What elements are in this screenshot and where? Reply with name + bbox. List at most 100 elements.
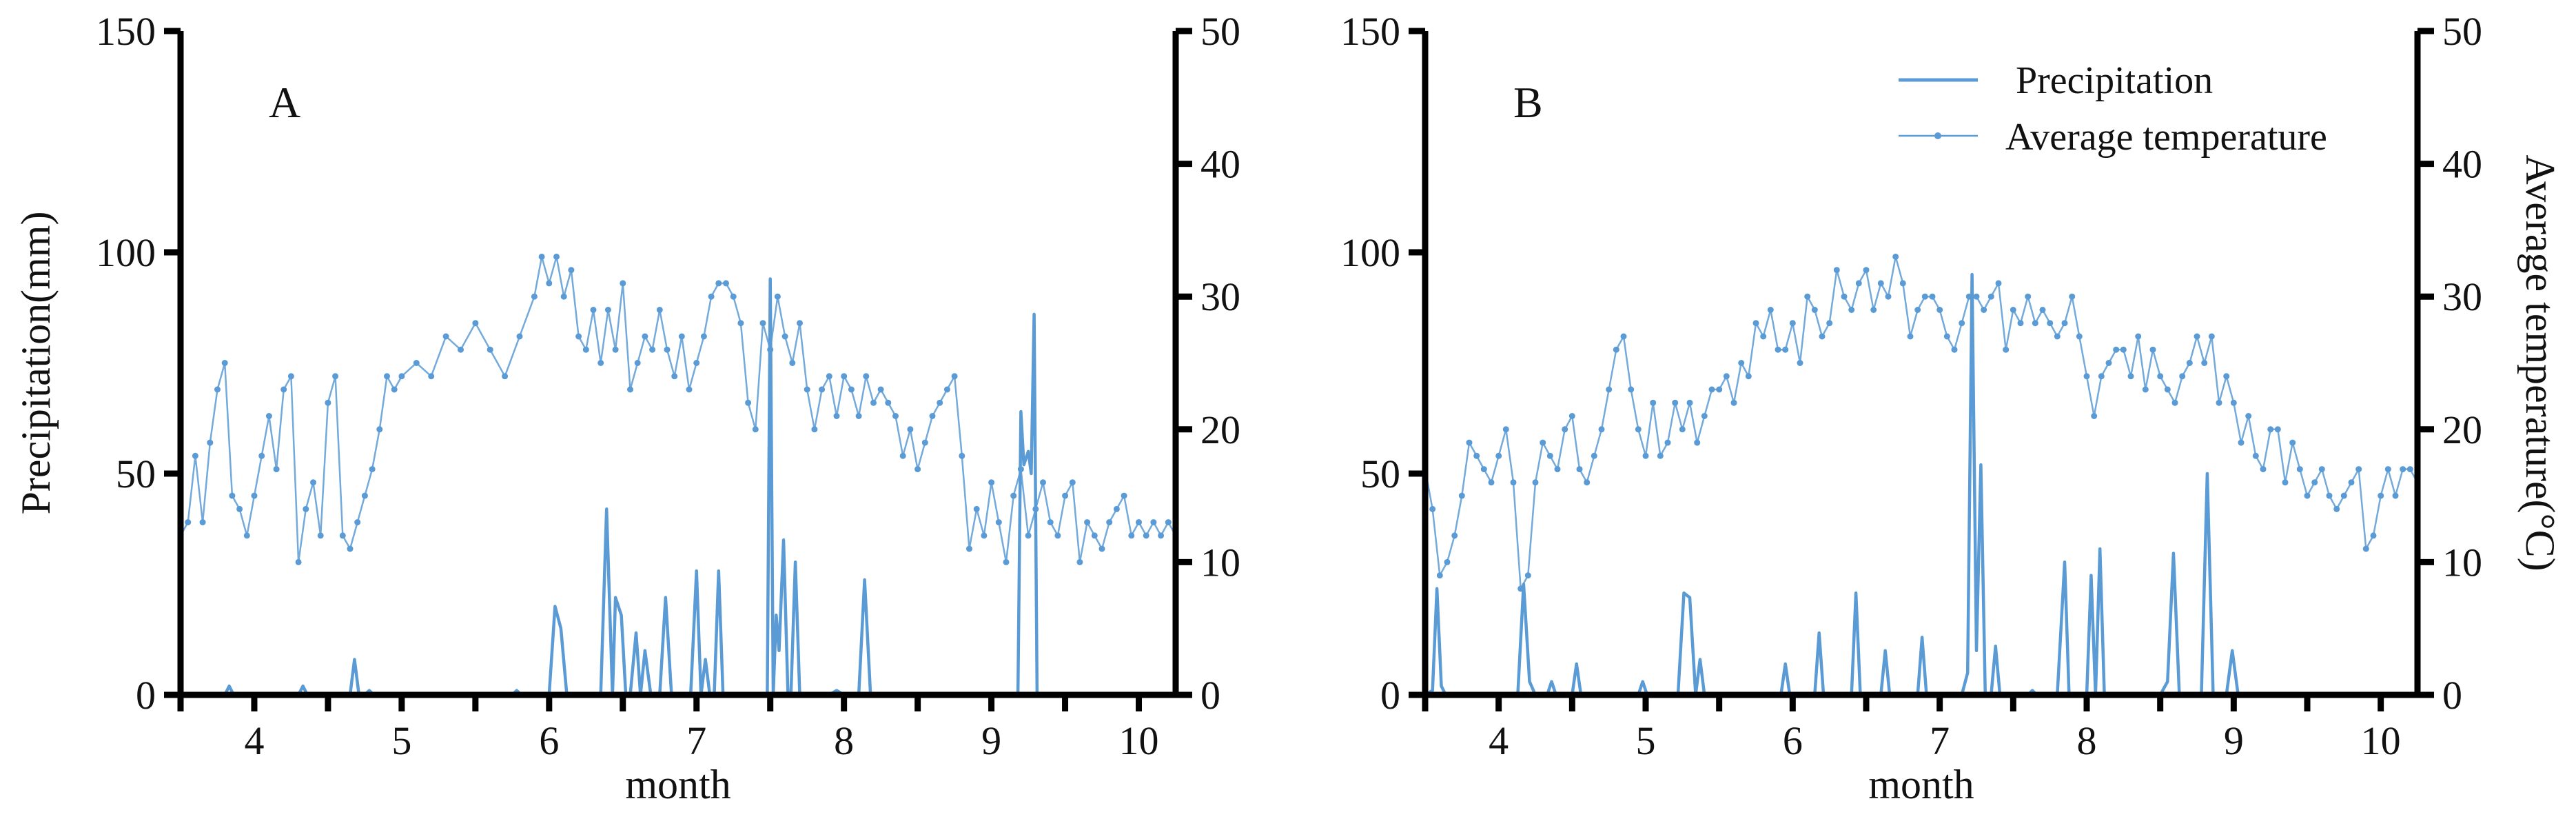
chart-0.temperature-point-113 <box>1076 558 1083 565</box>
chart-0.temperature-point-42 <box>553 253 560 260</box>
chart-0.temperature-point-22 <box>339 532 346 539</box>
chart-1.x-tick-label-4: 4 <box>1489 718 1509 763</box>
chart-1.temperature-point-72 <box>1951 346 1958 353</box>
chart-1.temperature-point-92 <box>2098 373 2105 380</box>
chart-1.temperature-point-26 <box>1613 346 1619 353</box>
chart-0.y-right-tick-label-40: 40 <box>1200 142 1240 187</box>
chart-1.temperature-point-32 <box>1657 452 1664 459</box>
chart-1.temperature-point-6 <box>1466 439 1473 446</box>
chart-0.temperature-point-51 <box>620 280 626 287</box>
chart-1.temperature-point-68 <box>1921 293 1928 300</box>
chart-0.temperature-point-96 <box>951 373 958 380</box>
chart-1.temperature-point-86 <box>2054 333 2061 340</box>
chart-1.temperature-point-34 <box>1672 399 1679 406</box>
chart-0.temperature-point-10 <box>251 492 258 499</box>
chart-0.temperature-point-63 <box>708 293 715 300</box>
chart-1.temperature-point-52 <box>1804 293 1811 300</box>
chart-0.temperature-point-76 <box>804 386 810 393</box>
chart-0.x-tick-label-6: 6 <box>539 718 559 763</box>
chart-0.temperature-point-121 <box>1136 519 1142 526</box>
chart-0.y-left-tick-label-150: 150 <box>96 9 156 54</box>
chart-1.temperature-point-56 <box>1833 267 1840 274</box>
chart-0.temperature-point-30 <box>398 373 405 380</box>
chart-1.temperature-point-67 <box>1914 307 1921 313</box>
chart-1.temperature-point-118 <box>2289 439 2296 446</box>
chart-0.temperature-point-59 <box>678 333 685 340</box>
chart-1.temperature-point-127 <box>2355 466 2362 473</box>
chart-1.temperature-point-134 <box>2406 466 2413 473</box>
chart-1.temperature-point-28 <box>1628 386 1635 393</box>
chart-1.temperature-point-101 <box>2164 386 2171 393</box>
chart-0.temperature-point-84 <box>863 373 870 380</box>
chart-0.temperature-point-45 <box>575 333 582 340</box>
chart-0.x-tick-label-10: 10 <box>1119 718 1159 763</box>
chart-0.temperature-point-83 <box>855 413 862 419</box>
chart-1.temperature-point-74 <box>1965 293 1972 300</box>
chart-1.temperature-point-11 <box>1502 426 1509 433</box>
chart-0.temperature-point-101 <box>988 479 995 486</box>
chart-0.temperature-point-81 <box>841 373 848 380</box>
chart-1.temperature-point-23 <box>1591 452 1597 459</box>
chart-0.temperature-point-31 <box>413 360 420 366</box>
chart-1.y-right-tick-label-40: 40 <box>2442 142 2482 187</box>
chart-0.temperature-point-97 <box>959 452 965 459</box>
chart-1.temperature-point-55 <box>1826 320 1833 327</box>
chart-0.temperature-point-112 <box>1069 479 1076 486</box>
chart-1.temperature-point-79 <box>2003 346 2010 353</box>
chart-0.temperature-point-119 <box>1121 492 1127 499</box>
chart-1.temperature-point-29 <box>1635 426 1642 433</box>
chart-1.temperature-point-83 <box>2032 320 2038 327</box>
chart-1.x-tick-label-7: 7 <box>1930 718 1950 763</box>
chart-0.temperature-point-106 <box>1025 532 1032 539</box>
chart-1.temperature-point-100 <box>2157 373 2164 380</box>
chart-0.temperature-point-115 <box>1091 532 1098 539</box>
chart-0.temperature-point-3 <box>199 519 206 526</box>
chart-0.temperature-point-29 <box>391 386 398 393</box>
chart-1.temperature-point-75 <box>1973 293 1980 300</box>
chart-0.temperature-point-60 <box>686 386 693 393</box>
chart-0.temperature-point-34 <box>458 346 464 353</box>
chart-0.temperature-point-14 <box>280 386 287 393</box>
chart-1.y-left-tick-label-100: 100 <box>1340 230 1400 275</box>
chart-0.temperature-point-4 <box>207 439 214 446</box>
chart-0.temperature-point-56 <box>656 307 663 313</box>
chart-1.temperature-point-81 <box>2017 320 2024 327</box>
chart-0.temperature-point-16 <box>295 558 302 565</box>
chart-0.x-tick-label-4: 4 <box>244 718 264 763</box>
chart-0.temperature-point-71 <box>767 346 774 353</box>
chart-1.temperature-point-22 <box>1584 479 1591 486</box>
chart-1.temperature-point-10 <box>1495 452 1502 459</box>
chart-0.temperature-point-100 <box>981 532 988 539</box>
chart-0.y-left-tick-label-50: 50 <box>116 452 156 496</box>
chart-0.temperature-point-111 <box>1062 492 1069 499</box>
chart-1.temperature-point-65 <box>1899 280 1906 287</box>
chart-1.temperature-point-46 <box>1760 333 1767 340</box>
chart-1.y-right-tick-label-50: 50 <box>2442 9 2482 54</box>
chart-0.temperature-point-18 <box>310 479 316 486</box>
chart-1.temperature-point-41 <box>1723 373 1730 380</box>
chart-1.temperature-point-116 <box>2274 426 2281 433</box>
chart-1.temperature-point-12 <box>1510 479 1517 486</box>
chart-1.temperature-point-98 <box>2142 386 2149 393</box>
chart-0.temperature-point-35 <box>472 320 479 327</box>
chart-1.temperature-point-84 <box>2039 307 2046 313</box>
chart-0.temperature-point-110 <box>1054 532 1061 539</box>
chart-1.temperature-point-5 <box>1458 492 1465 499</box>
chart-1.temperature-point-112 <box>2245 413 2252 419</box>
chart-0.temperature-point-66 <box>730 293 737 300</box>
chart-0.temperature-point-99 <box>973 505 980 512</box>
chart-1.temperature-point-61 <box>1870 307 1877 313</box>
chart-1.temperature-point-19 <box>1562 426 1568 433</box>
chart-0.temperature-point-19 <box>317 532 324 539</box>
chart-0.temperature-point-116 <box>1098 545 1105 552</box>
chart-1.temperature-point-60 <box>1863 267 1870 274</box>
chart-1.temperature-point-105 <box>2194 333 2200 340</box>
chart-1.y-left-tick-label-50: 50 <box>1360 452 1400 496</box>
chart-0.temperature-point-104 <box>1010 492 1017 499</box>
chart-0.y-left-axis-title: Precipitation(mm) <box>13 212 59 515</box>
chart-1.y-right-axis-title: Average temperature(°C) <box>2517 154 2563 571</box>
chart-1.temperature-point-31 <box>1650 399 1657 406</box>
chart-1.temperature-point-121 <box>2311 479 2318 486</box>
chart-1.temperature-point-97 <box>2135 333 2142 340</box>
